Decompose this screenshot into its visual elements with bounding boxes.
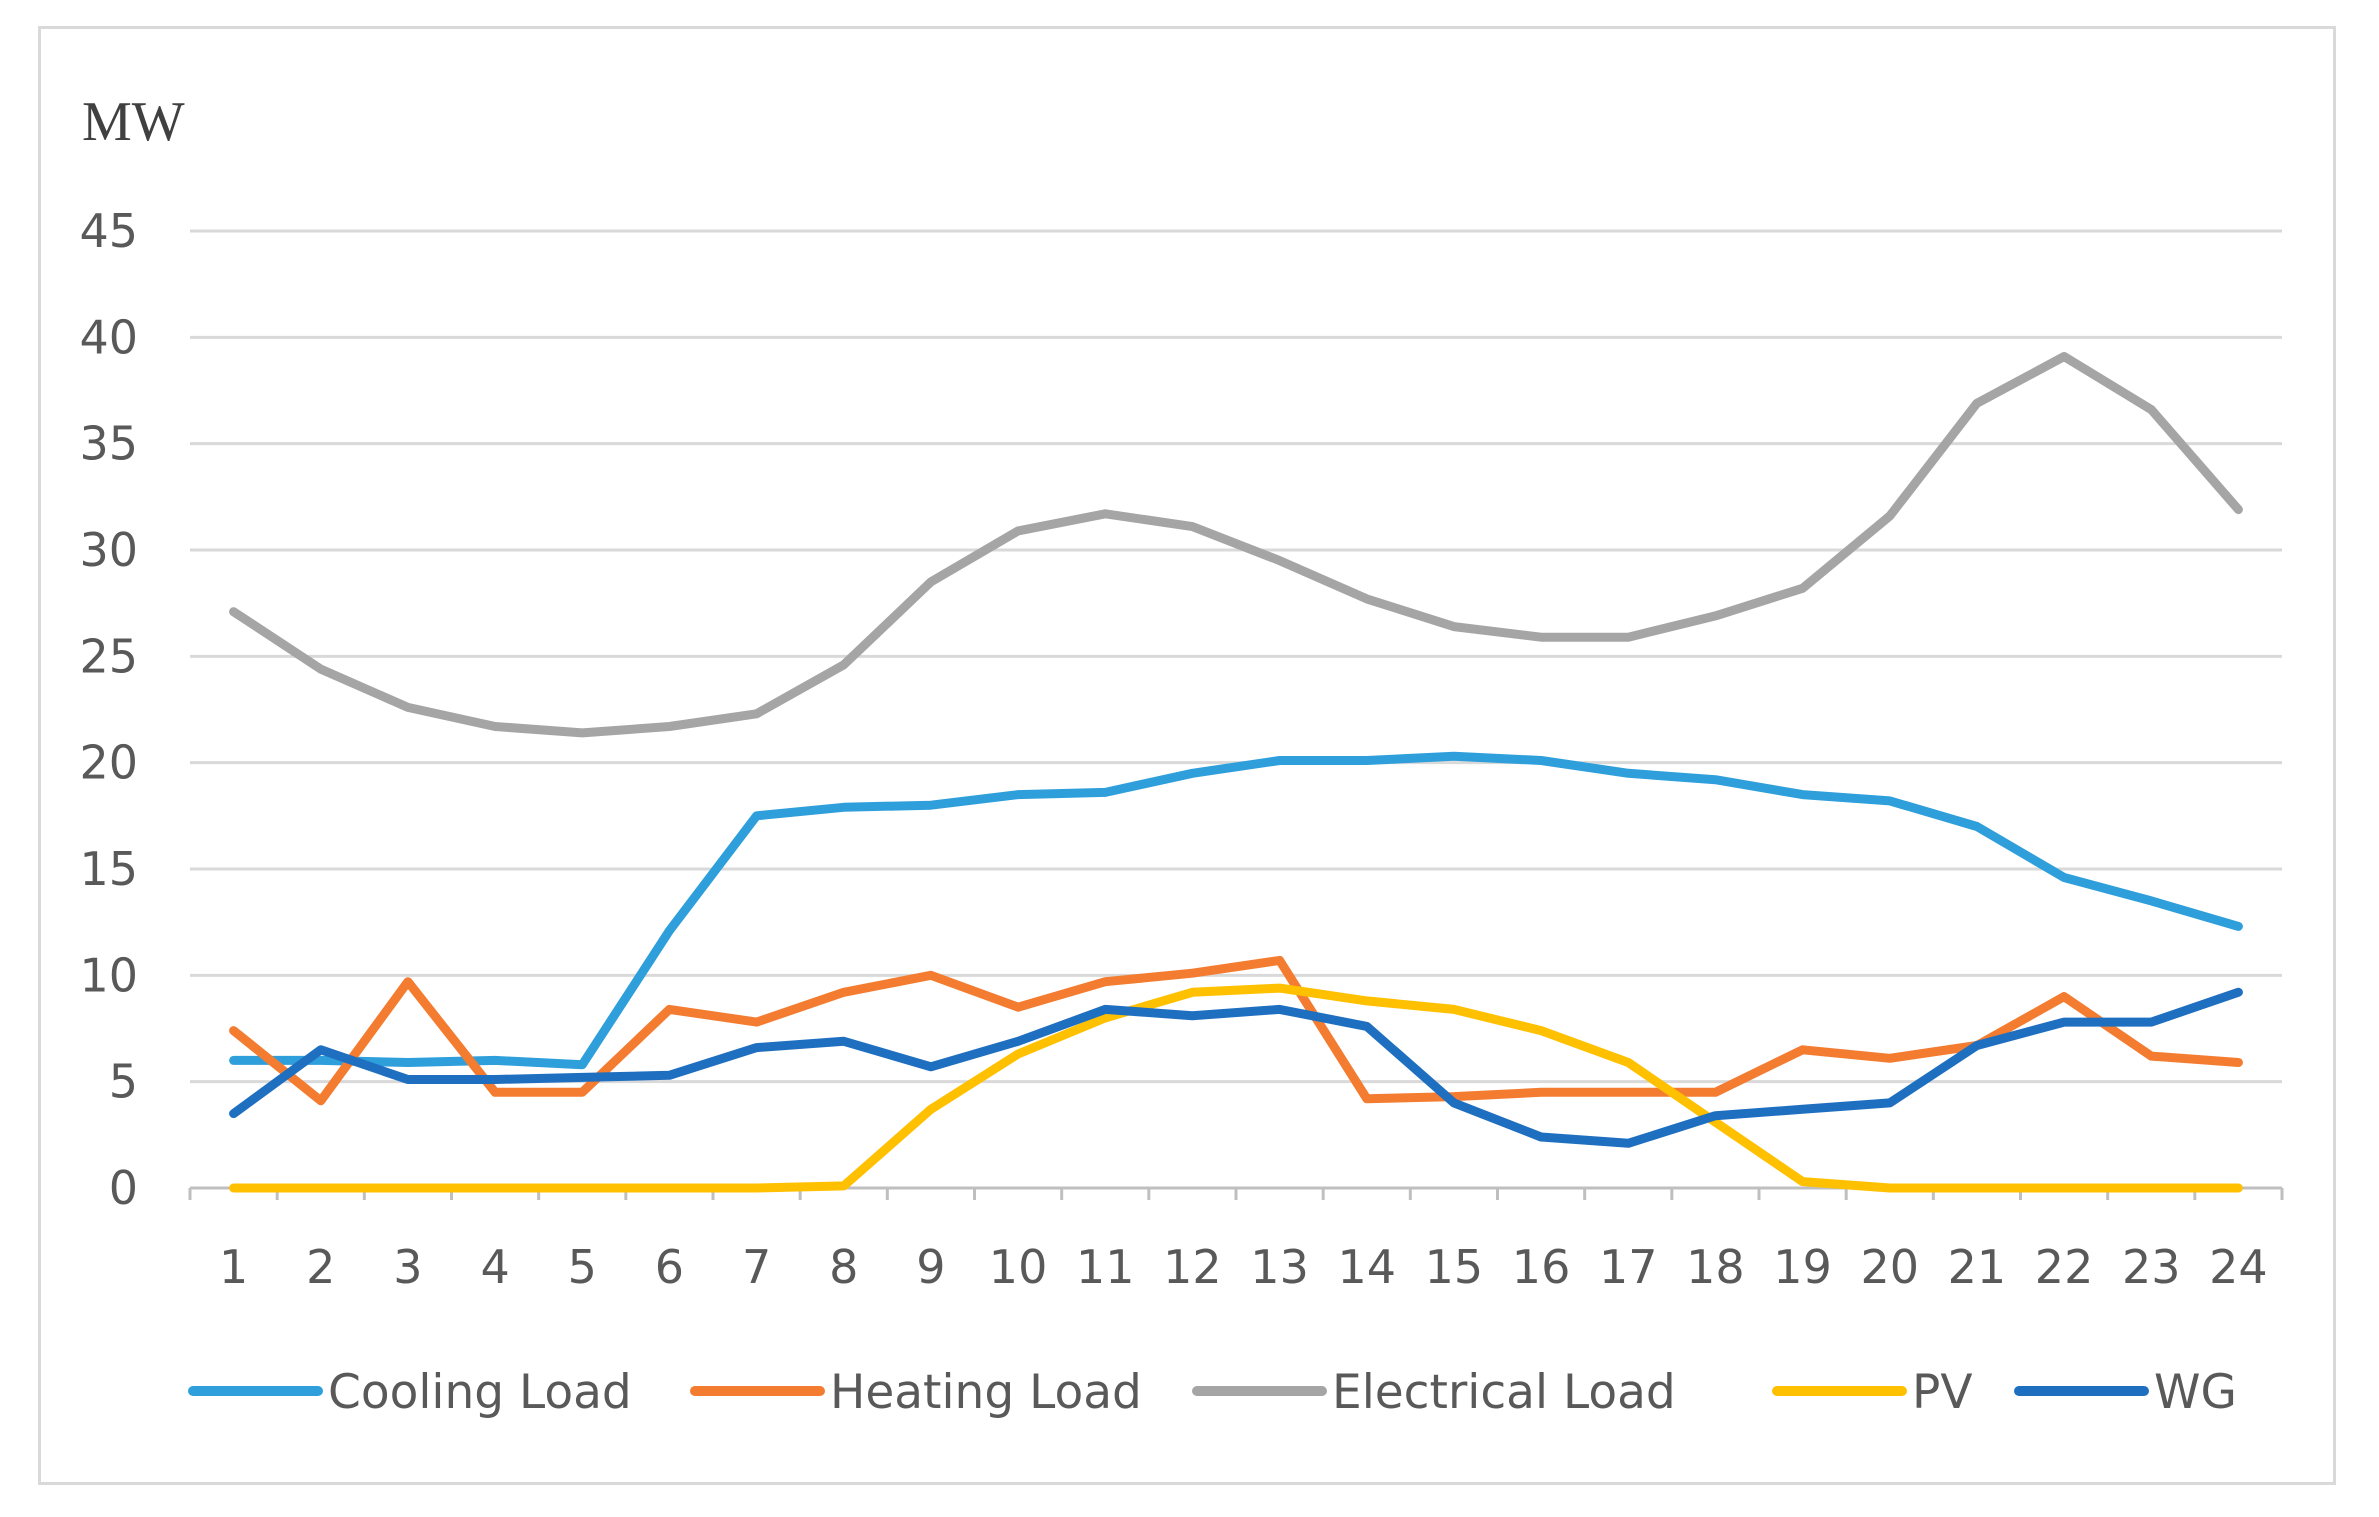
x-tick-label: 7 [742,1240,771,1294]
legend-item-electrical-load: Electrical Load [1192,1365,1676,1420]
legend-label: PV [1912,1365,1973,1420]
series-line-wg [229,987,2243,1148]
x-tick-label: 5 [568,1240,597,1294]
x-tick-label: 4 [480,1240,509,1294]
gridlines [190,229,2282,1084]
chart-frame [38,26,2336,1485]
y-tick-label: 40 [79,310,138,364]
x-tick-label: 16 [1512,1240,1571,1294]
x-tick-label: 9 [916,1240,945,1294]
x-tick-label: 2 [306,1240,335,1294]
y-tick-label: 35 [79,417,138,471]
x-tick-label: 10 [989,1240,1048,1294]
legend-label: Electrical Load [1332,1365,1676,1420]
y-tick-label: 10 [79,948,138,1002]
x-tick-label: 21 [1948,1240,2007,1294]
x-tick-label: 14 [1337,1240,1396,1294]
x-tick-label: 18 [1686,1240,1745,1294]
x-tick-label: 23 [2122,1240,2181,1294]
y-tick-label: 0 [109,1161,138,1215]
series-line-electrical-load [229,352,2243,738]
legend-item-cooling-load: Cooling Load [188,1365,632,1420]
y-unit-label: MW [82,91,185,153]
x-tick-label: 24 [2209,1240,2268,1294]
y-tick-label: 20 [79,736,138,790]
x-tick-label: 20 [1860,1240,1919,1294]
x-tick-label: 22 [2035,1240,2094,1294]
x-tick-label: 12 [1163,1240,1222,1294]
legend-label: WG [2154,1365,2237,1420]
y-tick-label: 45 [79,204,138,258]
series-line-heating-load [229,955,2243,1106]
series-line-cooling-load [229,751,2243,1070]
y-tick-label: 5 [109,1055,138,1109]
legend-item-pv: PV [1772,1365,1973,1420]
legend-item-heating-load: Heating Load [690,1365,1142,1420]
x-tick-label: 8 [829,1240,858,1294]
y-tick-label: 30 [79,523,138,577]
legend-label: Cooling Load [328,1365,632,1420]
legend-item-wg: WG [2014,1365,2237,1420]
legend-label: Heating Load [830,1365,1142,1420]
x-tick-labels: 1 2 3 4 5 6 7 8 9 10 11 12 13 14 15 16 17 18 19 20 21 22 23 24 [219,1240,2268,1294]
x-tick-label: 1 [219,1240,248,1294]
x-tick-label: 13 [1250,1240,1309,1294]
series-line-pv [229,983,2243,1193]
x-tick-label: 15 [1425,1240,1484,1294]
y-tick-label: 15 [79,842,138,896]
x-tick-label: 19 [1773,1240,1832,1294]
x-tick-label: 17 [1599,1240,1658,1294]
y-tick-label: 25 [79,629,138,683]
legend: Cooling Load Heating Load Electrical Load P… [188,1365,2237,1420]
x-tick-label: 6 [655,1240,684,1294]
x-tick-label: 3 [393,1240,422,1294]
series-lines [229,352,2243,1193]
y-tick-labels: 0 5 10 15 20 25 30 35 40 45 [79,204,138,1215]
x-tick-label: 11 [1076,1240,1135,1294]
